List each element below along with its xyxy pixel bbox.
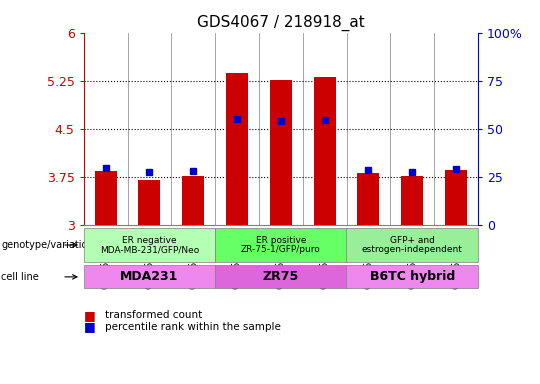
Text: ER positive: ER positive bbox=[255, 236, 306, 245]
Text: GFP+ and: GFP+ and bbox=[390, 236, 435, 245]
Text: ■: ■ bbox=[84, 320, 96, 333]
Bar bbox=[270, 80, 292, 225]
Bar bbox=[401, 176, 423, 225]
Bar bbox=[445, 170, 467, 225]
Title: GDS4067 / 218918_at: GDS4067 / 218918_at bbox=[197, 15, 364, 31]
Text: percentile rank within the sample: percentile rank within the sample bbox=[105, 322, 281, 332]
Text: B6TC hybrid: B6TC hybrid bbox=[369, 270, 455, 283]
Text: MDA231: MDA231 bbox=[120, 270, 179, 283]
Bar bbox=[226, 73, 248, 225]
Text: ■: ■ bbox=[84, 309, 96, 322]
Text: ER negative: ER negative bbox=[122, 236, 177, 245]
Text: MDA-MB-231/GFP/Neo: MDA-MB-231/GFP/Neo bbox=[100, 245, 199, 254]
Bar bbox=[357, 174, 379, 225]
Bar bbox=[138, 180, 160, 225]
Bar bbox=[94, 171, 117, 225]
Text: transformed count: transformed count bbox=[105, 310, 202, 320]
Text: genotype/variation: genotype/variation bbox=[1, 240, 94, 250]
Text: estrogen-independent: estrogen-independent bbox=[362, 245, 463, 254]
Text: ZR-75-1/GFP/puro: ZR-75-1/GFP/puro bbox=[241, 245, 321, 254]
Text: cell line: cell line bbox=[1, 272, 39, 282]
Text: ZR75: ZR75 bbox=[262, 270, 299, 283]
Bar bbox=[183, 176, 204, 225]
Bar bbox=[314, 78, 335, 225]
